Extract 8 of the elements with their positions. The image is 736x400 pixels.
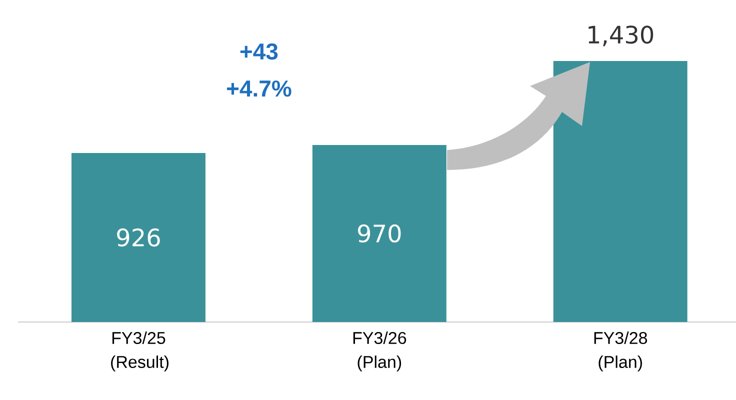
x-tick-label: FY3/26 (Plan) [353,332,406,372]
x-tick-label: FY3/28 (Plan) [594,332,648,372]
data-label: 970 [358,224,401,243]
text: +43 [240,43,278,60]
annotation: +4.7% [226,80,292,97]
data-label: 1,430 [588,26,654,46]
data-label: 926 [117,228,160,247]
x-tick-label: FY3/25 (Result) [111,332,168,372]
